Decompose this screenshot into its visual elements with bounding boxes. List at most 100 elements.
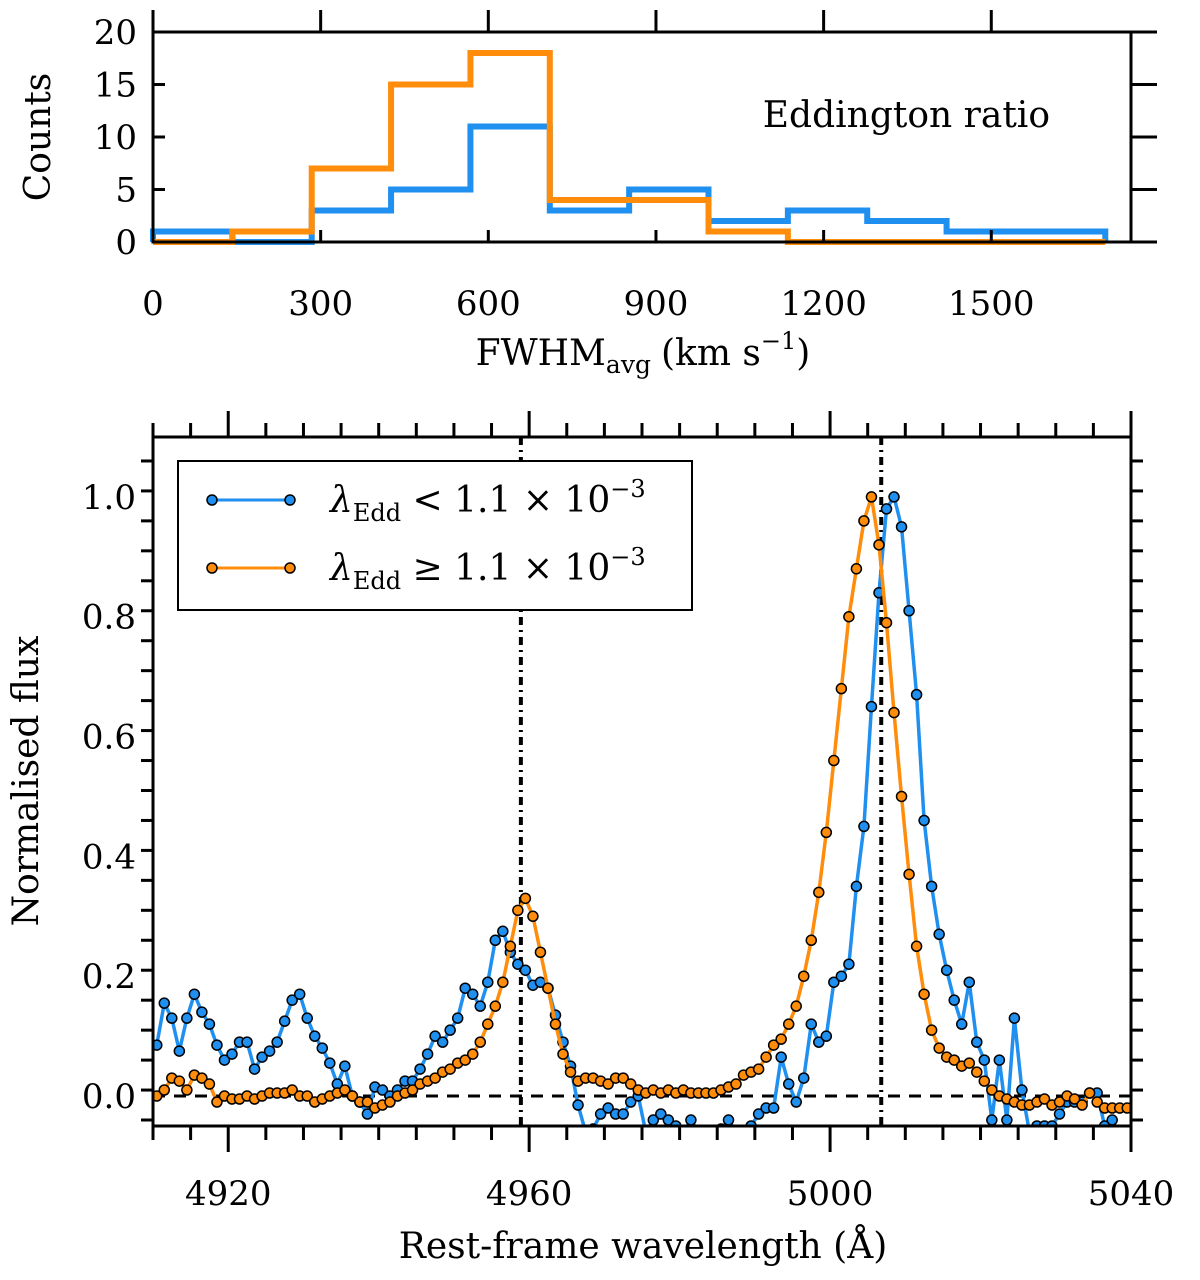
- spectrum-point: [1106, 1114, 1118, 1126]
- spectrum-point: [731, 1127, 741, 1137]
- spectrum-point: [489, 934, 502, 947]
- spectrum-point: [301, 1012, 313, 1024]
- spectrum-point: [617, 1072, 629, 1084]
- spectrum-xtick-label: 5040: [1088, 1174, 1175, 1214]
- spectrum-point: [263, 1045, 276, 1057]
- spectrum-point: [797, 1072, 810, 1084]
- spectrum-point: [865, 491, 878, 503]
- spectrum-point: [760, 1051, 772, 1063]
- legend-entry-high: λEdd ≥ 1.1 × 10−3: [206, 543, 646, 595]
- spectrum-point: [752, 1108, 765, 1120]
- histogram-step-line: [153, 50, 1106, 245]
- spectrum-ytick-label: 0.6: [82, 718, 136, 758]
- legend-box: [177, 460, 693, 611]
- histogram-series-0: [150, 123, 1109, 245]
- spectrum-point: [519, 964, 532, 976]
- spectrum-point: [1068, 1093, 1081, 1105]
- histogram-annotation: Eddington ratio: [763, 95, 1050, 136]
- spectrum-point: [880, 616, 893, 629]
- spectrum-point: [504, 940, 517, 953]
- histogram-frame: [151, 30, 1133, 244]
- spectrum-point: [286, 1084, 298, 1096]
- spectrum-point: [339, 1060, 351, 1072]
- histogram-panel: 0 300 600 900 1200 1500 0 5 10 15 20 Eddington rat…: [18, 10, 1157, 379]
- spectrum-point: [286, 994, 298, 1006]
- legend-relation: ≥ 1.1 × 10: [401, 548, 610, 589]
- spectrum-point: [527, 910, 539, 923]
- spectrum-point: [910, 940, 923, 953]
- spectrum-point: [888, 491, 900, 503]
- spectrum-point: [361, 1096, 374, 1108]
- spectrum-point: [1083, 1087, 1096, 1099]
- spectrum-point: [752, 1063, 765, 1075]
- spectrum-line: [155, 495, 1116, 1126]
- spectrum-point: [948, 1054, 960, 1066]
- spectrum-point: [466, 988, 479, 1000]
- spectrum-point: [1121, 1102, 1131, 1114]
- spectrum-point: [888, 706, 900, 719]
- spectrum-point: [581, 1127, 591, 1137]
- spectrum-point: [655, 1108, 667, 1120]
- spectrum-xlabel: Rest-frame wavelength (Å): [399, 1225, 888, 1267]
- spectrum-point: [497, 976, 509, 988]
- legend-marker-high: [206, 562, 218, 574]
- spectrum-point: [158, 1084, 171, 1096]
- spectrum-point: [339, 1084, 351, 1096]
- legend-symbol: λ: [328, 548, 353, 589]
- histogram-xtick-label: 1200: [780, 284, 867, 324]
- spectrum-point: [466, 1048, 479, 1060]
- spectrum-point: [153, 1090, 163, 1102]
- spectrum-point: [701, 1127, 711, 1137]
- histogram-ylabel: Counts: [18, 73, 59, 202]
- spectrum-point: [158, 997, 171, 1009]
- spectrum-point: [482, 976, 494, 988]
- spectrum-point: [346, 1090, 359, 1102]
- legend-marker-low: [284, 494, 296, 506]
- spectrum-point: [910, 688, 923, 701]
- histogram-ytick-label: 5: [115, 171, 137, 211]
- spectrum-point: [820, 1030, 833, 1042]
- spectrum-point: [512, 904, 524, 917]
- spectrum-point: [497, 925, 509, 938]
- spectrum-point: [971, 1066, 983, 1078]
- spectrum-point: [594, 1108, 607, 1120]
- spectrum-point: [196, 1006, 208, 1018]
- spectrum-point: [549, 1018, 562, 1030]
- spectrum-point: [188, 988, 201, 1000]
- spectrum-point: [203, 1018, 216, 1030]
- spectrum-ytick-label: 0.8: [82, 598, 136, 638]
- spectrum-ticks: 4920 4960 5000 5040 0.0 0.2 0.4 0.6 0.8 1.0: [82, 411, 1174, 1214]
- spectrum-point: [730, 1078, 742, 1090]
- histogram-xtick-label: 300: [288, 284, 353, 324]
- spectrum-point: [858, 515, 870, 527]
- spectrum-ytick-label: 0.2: [82, 957, 136, 997]
- histogram-xlabel-main: FWHM: [476, 333, 606, 374]
- legend: λEdd < 1.1 × 10−3 λEdd ≥ 1.1 × 10−3: [177, 460, 693, 611]
- spectrum-point: [925, 1024, 938, 1036]
- histogram-ytick-label: 15: [94, 66, 137, 106]
- spectrum-point: [474, 1036, 487, 1048]
- spectrum-point: [173, 1075, 186, 1087]
- spectrum-point: [218, 1054, 231, 1066]
- spectrum-point: [685, 1114, 697, 1126]
- spectrum-point: [542, 982, 554, 994]
- spectrum-point: [933, 928, 945, 941]
- spectrum-point: [316, 1042, 329, 1054]
- spectrum-point: [211, 1096, 223, 1108]
- spectrum-point: [986, 1114, 998, 1126]
- legend-relation: < 1.1 × 10: [401, 480, 610, 521]
- spectrum-point: [1076, 1099, 1088, 1111]
- legend-marker-low: [206, 494, 218, 506]
- spectrum-point: [835, 682, 848, 695]
- spectrum-point: [903, 604, 915, 617]
- spectrum-point: [782, 1078, 795, 1090]
- histogram-step-line: [150, 123, 1109, 245]
- spectrum-frame: [151, 435, 1133, 1128]
- spectrum-point: [948, 994, 960, 1006]
- spectrum-point: [421, 1048, 434, 1060]
- spectrum-point: [797, 970, 810, 982]
- spectrum-point: [971, 1036, 983, 1048]
- spectrum-point: [451, 1012, 464, 1024]
- spectrum-point: [693, 1127, 703, 1137]
- spectrum-point: [226, 1048, 238, 1060]
